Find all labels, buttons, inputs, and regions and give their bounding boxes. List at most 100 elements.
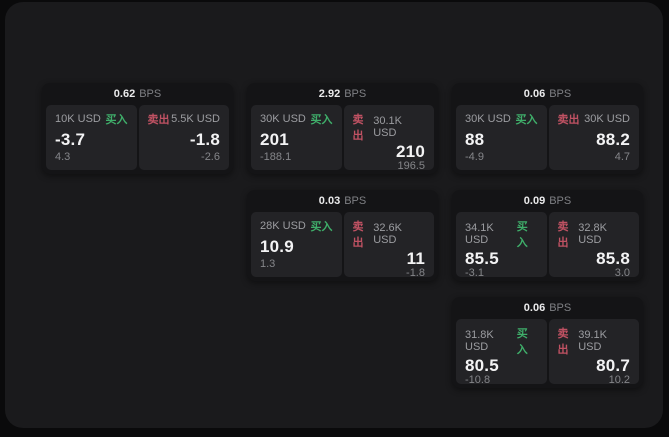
sell-price: 88.2 <box>596 129 630 149</box>
sell-delta: 3.0 <box>614 267 630 279</box>
sell-pane[interactable]: 卖出 30K USD 88.2 4.7 <box>548 105 639 170</box>
buy-pane-top: 30K USD 买入 <box>260 111 333 127</box>
sell-pane[interactable]: 卖出 39.1K USD 80.7 10.2 <box>548 319 639 386</box>
quote-card: 0.09 BPS 34.1K USD 买入 85.5 -3.1 卖出 <box>452 190 643 281</box>
buy-amount: 28K USD <box>260 220 306 232</box>
sell-pane[interactable]: 卖出 32.6K USD 11 -1.8 <box>343 212 434 279</box>
buy-delta: -10.8 <box>465 374 491 386</box>
sell-price: 80.7 <box>596 356 630 375</box>
bps-unit: BPS <box>549 195 572 207</box>
sell-tag: 卖出 <box>147 114 170 126</box>
sell-tag: 卖出 <box>557 328 569 356</box>
bps-value: 0.06 <box>523 302 546 314</box>
buy-price: -3.7 <box>55 129 86 149</box>
sell-tag: 卖出 <box>352 114 364 142</box>
sell-pane[interactable]: 卖出 30.1K USD 210 196.5 <box>343 105 434 172</box>
buy-tag: 买入 <box>515 114 538 126</box>
sell-price: 85.8 <box>596 249 630 268</box>
buy-price: 85.5 <box>465 249 499 268</box>
sell-delta: -2.6 <box>201 151 220 163</box>
bps-unit: BPS <box>549 302 572 314</box>
main-panel: 0.62 BPS 10K USD 买入 -3.7 4.3 卖出 <box>5 2 663 428</box>
sell-amount: 39.1K USD <box>578 329 607 353</box>
sell-pane-top: 卖出 32.6K USD <box>353 218 426 250</box>
sell-pane-top: 卖出 30K USD <box>558 111 631 127</box>
sell-delta: 196.5 <box>397 160 425 172</box>
card-header: 0.09 BPS <box>456 190 639 212</box>
sell-pane-top: 卖出 30.1K USD <box>353 111 426 143</box>
quote-card: 0.62 BPS 10K USD 买入 -3.7 4.3 卖出 <box>42 83 233 174</box>
buy-price: 88 <box>465 129 485 149</box>
sell-amount: 32.6K USD <box>373 222 402 246</box>
sell-pane[interactable]: 卖出 32.8K USD 85.8 3.0 <box>548 212 639 279</box>
buy-pane[interactable]: 28K USD 买入 10.9 1.3 <box>251 212 342 277</box>
sell-amount: 30.1K USD <box>373 115 402 139</box>
card-header: 0.06 BPS <box>456 297 639 319</box>
sell-pane-top: 卖出 5.5K USD <box>148 111 221 127</box>
buy-tag: 买入 <box>516 328 528 356</box>
bps-value: 2.92 <box>318 88 341 100</box>
sell-tag: 卖出 <box>352 221 364 249</box>
buy-pane[interactable]: 10K USD 买入 -3.7 4.3 <box>46 105 137 170</box>
card-body: 30K USD 买入 88 -4.9 卖出 30K USD 88.2 4.7 <box>456 105 639 170</box>
quote-card: 0.03 BPS 28K USD 买入 10.9 1.3 卖出 <box>247 190 438 281</box>
sell-tag: 卖出 <box>557 114 580 126</box>
buy-price: 10.9 <box>260 236 294 256</box>
buy-pane[interactable]: 30K USD 买入 88 -4.9 <box>456 105 547 170</box>
bps-value: 0.09 <box>523 195 546 207</box>
buy-tag: 买入 <box>105 114 128 126</box>
card-header: 0.06 BPS <box>456 83 639 105</box>
quote-card: 0.06 BPS 31.8K USD 买入 80.5 -10.8 卖出 <box>452 297 643 388</box>
card-header: 2.92 BPS <box>251 83 434 105</box>
sell-price: 210 <box>396 142 425 161</box>
sell-pane-top: 卖出 39.1K USD <box>558 325 631 357</box>
sell-price: 11 <box>406 249 425 268</box>
card-body: 10K USD 买入 -3.7 4.3 卖出 5.5K USD -1.8 -2.… <box>46 105 229 170</box>
buy-pane-top: 28K USD 买入 <box>260 218 333 234</box>
sell-amount: 32.8K USD <box>578 222 607 246</box>
buy-tag: 买入 <box>310 114 333 126</box>
buy-amount: 31.8K USD <box>465 329 494 353</box>
bps-value: 0.62 <box>113 88 136 100</box>
buy-tag: 买入 <box>516 221 528 249</box>
buy-tag: 买入 <box>310 221 333 233</box>
buy-pane[interactable]: 31.8K USD 买入 80.5 -10.8 <box>456 319 547 386</box>
card-body: 28K USD 买入 10.9 1.3 卖出 32.6K USD 11 -1.8 <box>251 212 434 279</box>
sell-amount: 5.5K USD <box>171 113 220 125</box>
buy-amount: 30K USD <box>260 113 306 125</box>
sell-pane[interactable]: 卖出 5.5K USD -1.8 -2.6 <box>138 105 229 170</box>
buy-pane[interactable]: 34.1K USD 买入 85.5 -3.1 <box>456 212 547 279</box>
buy-pane-top: 10K USD 买入 <box>55 111 128 127</box>
buy-pane[interactable]: 30K USD 买入 201 -188.1 <box>251 105 342 170</box>
buy-delta: -3.1 <box>465 267 484 279</box>
bps-value: 0.06 <box>523 88 546 100</box>
card-body: 31.8K USD 买入 80.5 -10.8 卖出 39.1K USD 80.… <box>456 319 639 386</box>
card-header: 0.62 BPS <box>46 83 229 105</box>
buy-delta: -4.9 <box>465 151 484 163</box>
buy-pane-top: 31.8K USD 买入 <box>465 325 538 357</box>
bps-unit: BPS <box>549 88 572 100</box>
buy-amount: 10K USD <box>55 113 101 125</box>
buy-delta: 4.3 <box>55 151 71 163</box>
sell-tag: 卖出 <box>557 221 569 249</box>
bps-unit: BPS <box>139 88 162 100</box>
buy-amount: 34.1K USD <box>465 222 494 246</box>
quotes-grid: 0.62 BPS 10K USD 买入 -3.7 4.3 卖出 <box>42 83 643 388</box>
buy-pane-top: 30K USD 买入 <box>465 111 538 127</box>
quote-card: 0.06 BPS 30K USD 买入 88 -4.9 卖出 <box>452 83 643 174</box>
buy-delta: -188.1 <box>260 151 292 163</box>
card-body: 34.1K USD 买入 85.5 -3.1 卖出 32.8K USD 85.8… <box>456 212 639 279</box>
buy-delta: 1.3 <box>260 258 276 270</box>
bps-unit: BPS <box>344 88 367 100</box>
sell-delta: 10.2 <box>608 374 630 386</box>
quote-card: 2.92 BPS 30K USD 买入 201 -188.1 卖出 <box>247 83 438 174</box>
bps-value: 0.03 <box>318 195 341 207</box>
card-body: 30K USD 买入 201 -188.1 卖出 30.1K USD 210 1… <box>251 105 434 172</box>
bps-unit: BPS <box>344 195 367 207</box>
sell-delta: 4.7 <box>614 151 630 163</box>
sell-delta: -1.8 <box>406 267 425 279</box>
sell-pane-top: 卖出 32.8K USD <box>558 218 631 250</box>
buy-price: 201 <box>260 129 289 149</box>
sell-price: -1.8 <box>189 129 220 149</box>
